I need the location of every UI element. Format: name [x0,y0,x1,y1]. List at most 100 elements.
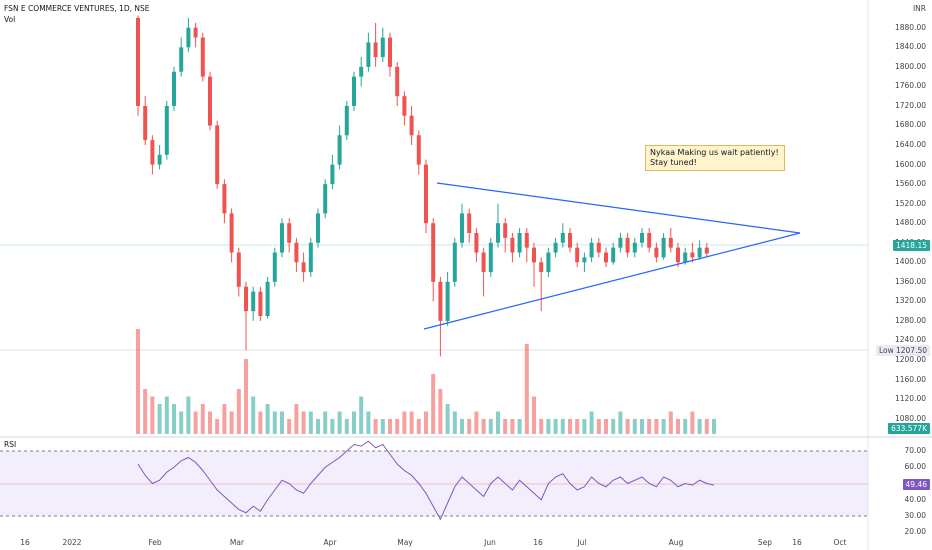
candle-body [488,242,493,273]
price-axis-label: 1120.00 [894,394,926,404]
volume-bar [431,374,436,434]
volume-bar [690,411,695,434]
volume-indicator-label[interactable]: Vol [4,15,16,24]
volume-bar [467,419,472,434]
volume-bar [215,419,220,434]
volume-bar [337,411,342,434]
volume-bar [222,404,227,434]
volume-bar [560,419,565,434]
candle-body [661,237,666,258]
triangle-upper-trendline[interactable] [436,182,801,234]
price-axis-label: 1480.00 [894,218,926,228]
volume-bar [359,396,364,434]
candle-body [323,184,328,214]
volume-bar [654,419,659,434]
volume-bar [172,404,176,434]
time-axis-label: Sep [757,538,773,547]
candle-body [164,105,169,155]
price-axis-label: 1320.00 [894,296,926,306]
candle-body [539,262,544,273]
candle-body [496,223,500,243]
volume-bar [229,411,234,434]
low-label: Low [876,345,897,356]
time-axis-label: Apr [323,538,337,547]
volume-bar [683,419,688,434]
low-value-tag: 1207.50 [892,345,930,356]
time-axis-label: Jun [484,538,496,547]
volume-bar [258,411,263,434]
price-axis-label: 1560.00 [894,179,926,189]
candle-body [294,242,299,263]
time-axis-label: Oct [833,538,847,547]
rsi-indicator-label[interactable]: RSI [4,440,17,449]
candle-body [560,232,565,243]
volume-bar [294,404,299,434]
chart-annotation-note[interactable]: Nykaa Making us wait patiently! Stay tun… [645,145,785,171]
symbol-title[interactable]: FSN E COMMERCE VENTURES, 1D, NSE [4,4,150,13]
price-axis-label: 1800.00 [894,61,926,71]
rsi-axis-label: 60.00 [904,462,926,472]
time-axis-label: Mar [229,538,245,547]
candle-body [460,213,464,243]
candle-body [683,252,688,263]
volume-bar [150,396,155,434]
volume-bar [316,419,320,434]
price-axis-label: 1600.00 [894,159,926,169]
volume-bar [136,329,140,434]
time-axis-label: Jul [577,538,587,547]
volume-bar [596,419,601,434]
candle-body [193,27,198,38]
candle-body [287,223,292,243]
volume-bar [323,411,328,434]
candle-body [474,232,479,253]
candle-body [409,115,414,136]
volume-bar [380,419,385,434]
triangle-lower-trendline[interactable] [423,232,801,330]
rsi-band [0,451,868,516]
volume-bar [251,396,256,434]
volume-bar [553,419,558,434]
candle-body [150,140,155,165]
price-axis-label: 1200.00 [894,355,926,364]
price-axis-label: 1360.00 [894,276,926,286]
candle-body [316,213,320,243]
volume-bar [546,419,551,434]
volume-bar [208,411,212,434]
rsi-axis-label: 40.00 [904,494,926,504]
time-axis-label: 16 [533,538,543,547]
volume-bar [287,419,292,434]
volume-bar [460,419,464,434]
price-axis-label: 1400.00 [894,257,926,267]
price-axis-label: 1720.00 [894,100,926,110]
volume-bar [200,404,205,434]
volume-bars [136,329,716,434]
volume-bar [496,411,500,434]
rsi-axis-label: 70.00 [904,446,926,455]
time-axis-label: 16 [792,538,802,547]
price-pane-bg [0,0,868,436]
candle-body [179,47,184,72]
volume-bar [157,404,162,434]
volume-bar [352,411,356,434]
candle-body [222,184,227,214]
volume-bar [280,411,284,434]
volume-bar [575,419,580,434]
volume-bar [301,411,306,434]
volume-bar [640,419,644,434]
candle-body [373,42,378,58]
volume-bar [330,419,335,434]
volume-bar [503,419,508,434]
volume-bar [424,411,428,434]
volume-bar [632,419,637,434]
volume-bar [524,344,529,434]
price-axis-label: 1160.00 [894,374,926,384]
volume-value-tag: 633.577K [888,423,930,434]
volume-bar [647,419,652,434]
last-price-tag: 1418.15 [892,240,930,251]
rsi-line [137,440,715,521]
time-axis-label: Aug [668,538,684,547]
volume-bar [445,404,450,434]
candle-body [668,237,673,248]
candle-body [229,213,234,253]
